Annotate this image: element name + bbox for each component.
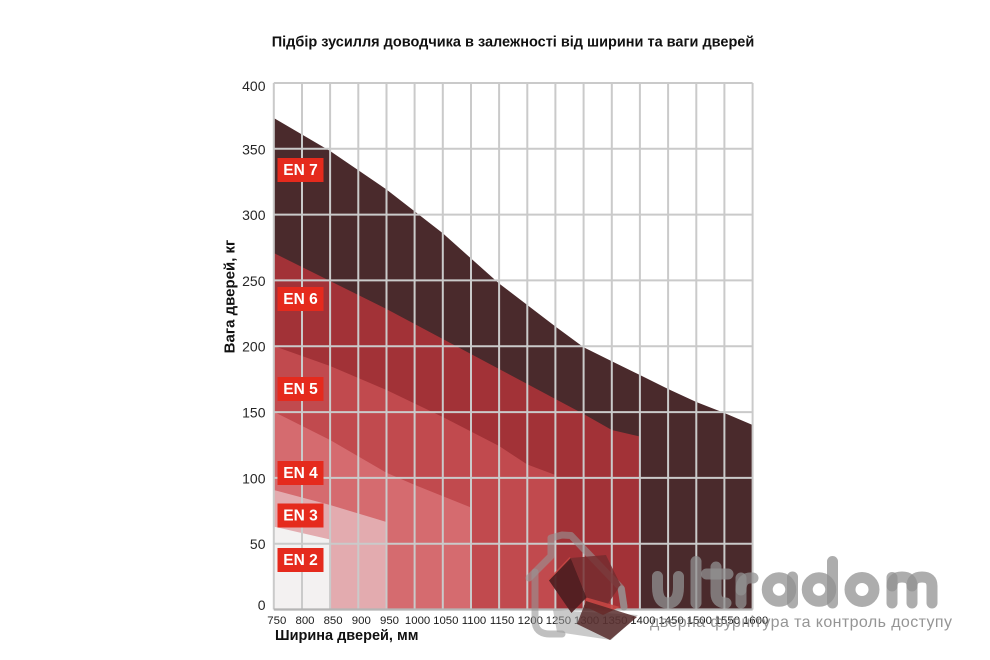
svg-text:50: 50 xyxy=(250,536,266,552)
svg-text:EN 3: EN 3 xyxy=(283,507,318,524)
svg-text:100: 100 xyxy=(242,470,266,486)
svg-text:1500: 1500 xyxy=(687,615,712,627)
svg-text:EN 7: EN 7 xyxy=(283,162,317,179)
svg-text:1100: 1100 xyxy=(462,615,487,627)
svg-text:дверна фурнітура та контроль д: дверна фурнітура та контроль доступу xyxy=(650,614,952,631)
svg-text:900: 900 xyxy=(352,615,371,627)
svg-text:300: 300 xyxy=(242,207,266,223)
svg-text:150: 150 xyxy=(242,405,266,421)
svg-text:1550: 1550 xyxy=(715,615,740,627)
svg-text:EN 6: EN 6 xyxy=(283,291,318,308)
svg-text:Вага дверей, кг: Вага дверей, кг xyxy=(222,240,239,354)
svg-text:1600: 1600 xyxy=(743,615,768,627)
svg-text:250: 250 xyxy=(242,273,266,289)
svg-text:1000: 1000 xyxy=(405,615,430,627)
svg-text:850: 850 xyxy=(324,615,343,627)
svg-text:Підбір зусилля доводчика в зал: Підбір зусилля доводчика в залежності ві… xyxy=(272,35,755,51)
svg-text:200: 200 xyxy=(242,339,266,355)
svg-text:EN 2: EN 2 xyxy=(283,552,317,569)
svg-text:750: 750 xyxy=(267,615,286,627)
svg-text:EN 4: EN 4 xyxy=(283,465,318,482)
svg-text:1050: 1050 xyxy=(433,615,458,627)
svg-text:1400: 1400 xyxy=(630,615,655,627)
svg-text:400: 400 xyxy=(242,78,266,94)
svg-text:1450: 1450 xyxy=(658,615,683,627)
svg-text:800: 800 xyxy=(295,615,314,627)
svg-text:Ширина дверей, мм: Ширина дверей, мм xyxy=(275,628,418,644)
svg-text:EN 5: EN 5 xyxy=(283,381,318,398)
svg-text:950: 950 xyxy=(380,615,399,627)
svg-text:350: 350 xyxy=(242,141,266,157)
svg-text:0: 0 xyxy=(258,597,266,613)
svg-text:1150: 1150 xyxy=(490,615,515,627)
